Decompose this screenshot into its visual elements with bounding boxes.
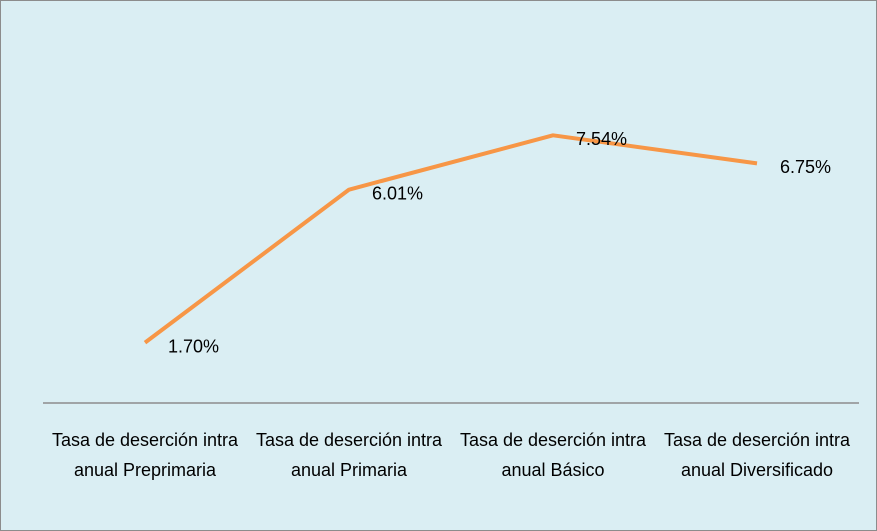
x-tick-label: Tasa de deserción intra anual Preprimari… xyxy=(51,430,239,480)
data-label: 7.54% xyxy=(576,129,627,149)
line xyxy=(143,133,758,345)
data-label: 6.01% xyxy=(372,183,423,203)
x-tick-label: Tasa de deserción intra anual Diversific… xyxy=(663,430,851,480)
x-tick-label: Tasa de deserción intra anual Primaria xyxy=(255,430,443,480)
data-label: 6.75% xyxy=(780,157,831,177)
data-label: 1.70% xyxy=(168,336,219,356)
x-tick-label: Tasa de deserción intra anual Básico xyxy=(459,430,647,480)
